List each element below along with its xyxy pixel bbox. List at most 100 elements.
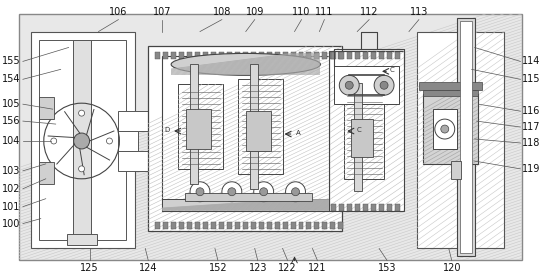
Bar [371,204,376,211]
Bar [322,52,327,59]
Text: 115: 115 [522,74,540,84]
Bar [355,52,360,59]
Text: 152: 152 [209,263,227,273]
Text: 123: 123 [248,263,267,273]
Text: 121: 121 [308,263,327,273]
Bar [433,109,457,149]
Ellipse shape [171,54,320,75]
Bar [185,193,312,201]
Circle shape [339,75,359,95]
Bar [251,52,256,59]
Bar [338,52,343,59]
Circle shape [380,81,388,89]
Bar [31,32,136,249]
Bar [354,83,362,191]
Text: 104: 104 [2,136,20,146]
Bar [322,222,327,229]
Circle shape [441,125,449,133]
Bar [306,222,312,229]
Bar [238,79,282,174]
Bar [195,222,200,229]
Circle shape [286,182,306,202]
Text: 103: 103 [2,166,20,176]
Text: 109: 109 [246,7,264,17]
Bar [190,64,198,184]
Bar [347,52,352,59]
Bar [339,52,344,59]
Text: 114: 114 [522,56,540,66]
Bar [351,119,373,157]
Text: 155: 155 [2,56,20,66]
Bar [243,52,248,59]
Bar [171,222,176,229]
Bar [330,52,335,59]
Bar [211,52,216,59]
Bar [186,109,211,149]
Text: 156: 156 [2,116,20,126]
Bar [39,40,126,240]
Bar [118,131,138,151]
Bar [187,52,192,59]
Bar [306,52,312,59]
Circle shape [74,133,89,149]
Text: D: D [164,127,169,133]
Bar [331,52,337,59]
Bar [387,204,392,211]
Bar [423,90,478,96]
Bar [314,222,319,229]
Circle shape [106,138,112,144]
Bar [251,222,256,229]
Text: A: A [295,130,300,136]
Text: 124: 124 [139,263,158,273]
Bar [155,222,160,229]
Text: 106: 106 [109,7,127,17]
Bar [19,14,522,260]
Bar [211,222,216,229]
Bar [423,94,478,164]
Bar [417,32,505,249]
Bar [282,222,288,229]
Bar [219,222,224,229]
Bar [219,52,224,59]
Circle shape [79,110,85,116]
Bar [259,52,263,59]
Bar [227,52,232,59]
Circle shape [374,75,394,95]
Circle shape [345,81,353,89]
Bar [73,40,91,240]
Bar [355,204,360,211]
Bar [149,47,343,230]
Bar [267,52,272,59]
Bar [457,18,475,256]
Bar [259,222,263,229]
Text: 125: 125 [80,263,99,273]
Text: C: C [390,67,395,73]
Bar [395,52,400,59]
Bar [379,204,384,211]
Bar [243,222,248,229]
Bar [299,222,304,229]
Bar [451,161,461,179]
Bar [331,204,337,211]
Text: 120: 120 [442,263,461,273]
Text: C: C [356,127,361,133]
Bar [203,52,208,59]
Bar [330,222,335,229]
Circle shape [190,182,210,202]
Bar [179,52,184,59]
Text: 112: 112 [360,7,378,17]
Text: 102: 102 [2,184,20,194]
Text: 101: 101 [2,202,20,212]
Bar [419,82,482,90]
Text: 122: 122 [278,263,297,273]
Bar [162,56,330,211]
Circle shape [254,182,274,202]
Circle shape [222,182,242,202]
Circle shape [51,138,57,144]
Bar [67,234,96,246]
Bar [203,222,208,229]
Bar [235,52,240,59]
Bar [155,52,160,59]
Text: 108: 108 [212,7,231,17]
Bar [267,222,272,229]
